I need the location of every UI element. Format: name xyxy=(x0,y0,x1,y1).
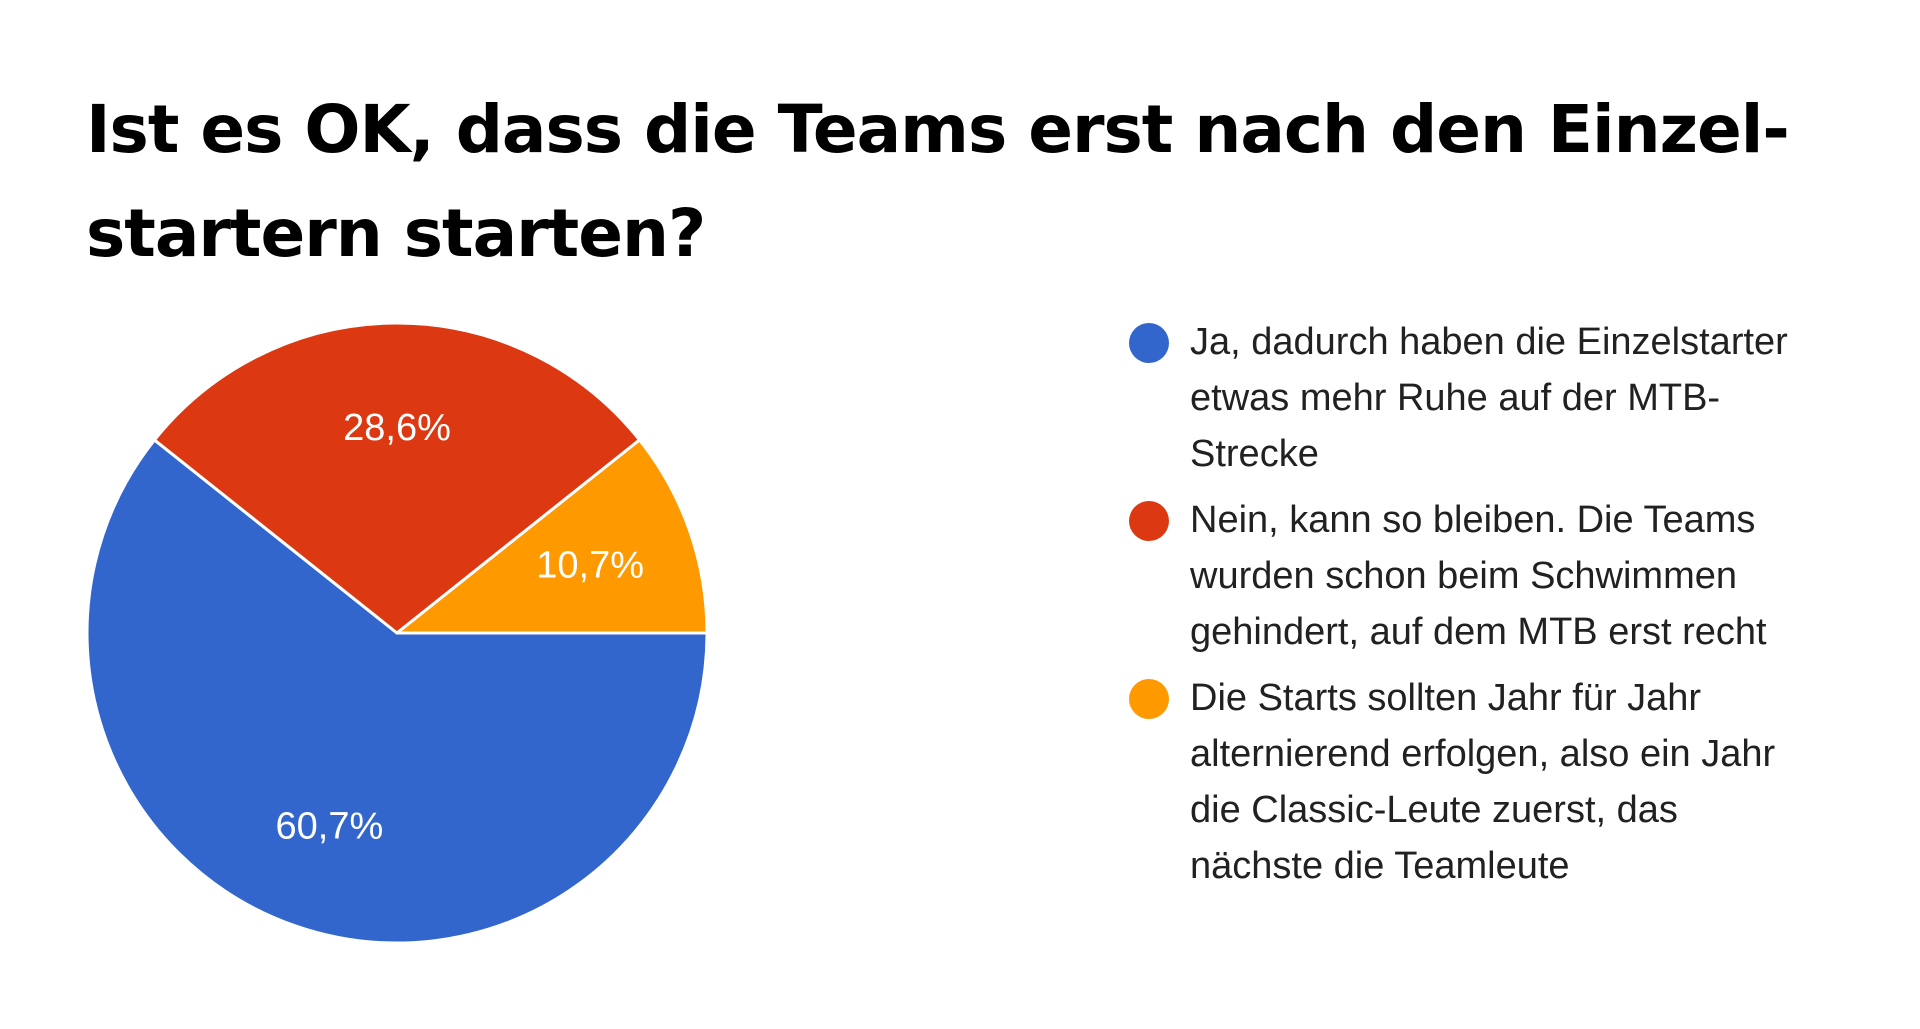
legend-item-1[interactable]: Ja, dadurch haben die Einzelstarter etwas… xyxy=(1128,314,1888,482)
legend-label-1-line-3: Strecke xyxy=(1190,433,1319,475)
legend-item-2[interactable]: Nein, kann so bleiben. Die Teams wurden s… xyxy=(1128,492,1888,660)
pie-slice-label-2: 28,6% xyxy=(343,407,451,449)
legend-label-3-line-2: alternierend erfolgen, also ein Jahr xyxy=(1190,733,1776,775)
pie-slice-label-3: 10,7% xyxy=(536,545,644,587)
legend-label-2-line-2: wurden schon beim Schwimmen xyxy=(1190,555,1738,597)
legend-item-3[interactable]: Die Starts sollten Jahr für Jahr alternie… xyxy=(1128,670,1888,894)
legend-label-1-line-2: etwas mehr Ruhe auf der MTB- xyxy=(1190,377,1721,419)
legend-label-1-line-1: Ja, dadurch haben die Einzelstarter xyxy=(1190,321,1788,363)
legend-label-3-line-1: Die Starts sollten Jahr für Jahr xyxy=(1190,677,1702,719)
chart-title-line-2: startern starten? xyxy=(86,195,706,272)
legend-swatch-2 xyxy=(1129,501,1169,541)
legend-label-2-line-1: Nein, kann so bleiben. Die Teams xyxy=(1190,499,1756,541)
pie-slice-3[interactable] xyxy=(395,438,709,635)
chart-title-line-1: Ist es OK, dass die Teams erst nach den … xyxy=(86,91,1790,168)
chart-legend: Ja, dadurch haben die Einzelstarter etwas… xyxy=(1128,314,1888,904)
legend-swatch-3 xyxy=(1129,679,1169,719)
legend-label-3-line-4: nächste die Teamleute xyxy=(1190,845,1570,887)
pie-slice-1[interactable] xyxy=(85,438,709,945)
pie-slice-label-1: 60,7% xyxy=(276,806,384,848)
legend-swatch-1 xyxy=(1129,323,1169,363)
legend-label-2-line-3: gehindert, auf dem MTB erst recht xyxy=(1190,611,1767,653)
chart-title: Ist es OK, dass die Teams erst nach den … xyxy=(86,78,1846,286)
legend-label-3-line-3: die Classic-Leute zuerst, das xyxy=(1190,789,1678,831)
pie-slice-2[interactable] xyxy=(152,321,642,635)
